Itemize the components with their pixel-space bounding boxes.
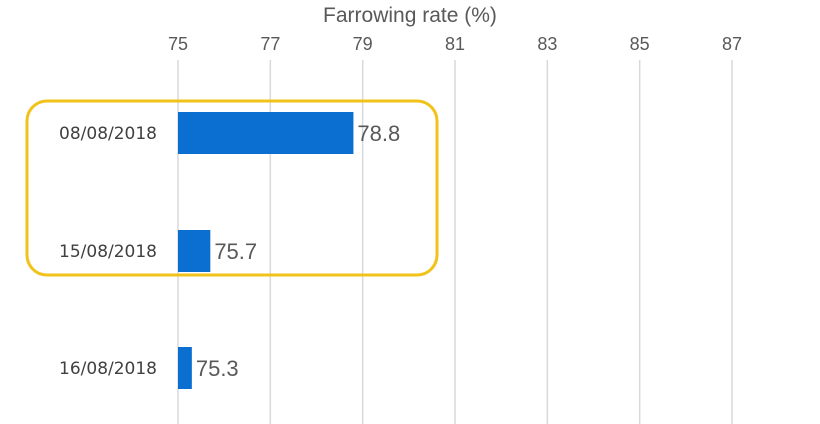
data-label: 78.8 bbox=[357, 121, 400, 146]
x-axis-title: Farrowing rate (%) bbox=[323, 4, 497, 27]
x-tick-label: 81 bbox=[445, 34, 465, 54]
bar bbox=[178, 230, 211, 272]
data-label: 75.3 bbox=[196, 356, 239, 381]
x-tick-label: 77 bbox=[260, 34, 280, 54]
category-label: 08/08/2018 bbox=[59, 124, 157, 144]
bars bbox=[178, 112, 354, 389]
category-labels: 08/08/2018 15/08/2018 16/08/2018 bbox=[59, 124, 157, 379]
x-tick-label: 83 bbox=[537, 34, 557, 54]
bar bbox=[178, 347, 192, 389]
data-label: 75.7 bbox=[214, 239, 257, 264]
x-tick-label: 85 bbox=[630, 34, 650, 54]
x-tick-label: 75 bbox=[168, 34, 188, 54]
highlight-box bbox=[25, 99, 439, 277]
data-labels: 78.8 75.7 75.3 bbox=[196, 121, 400, 381]
bar bbox=[178, 112, 354, 154]
x-tick-label: 87 bbox=[722, 34, 742, 54]
x-tick-label: 79 bbox=[353, 34, 373, 54]
category-label: 15/08/2018 bbox=[59, 242, 157, 262]
x-tick-labels: 75 77 79 81 83 85 87 bbox=[168, 34, 742, 54]
category-label: 16/08/2018 bbox=[59, 359, 157, 379]
